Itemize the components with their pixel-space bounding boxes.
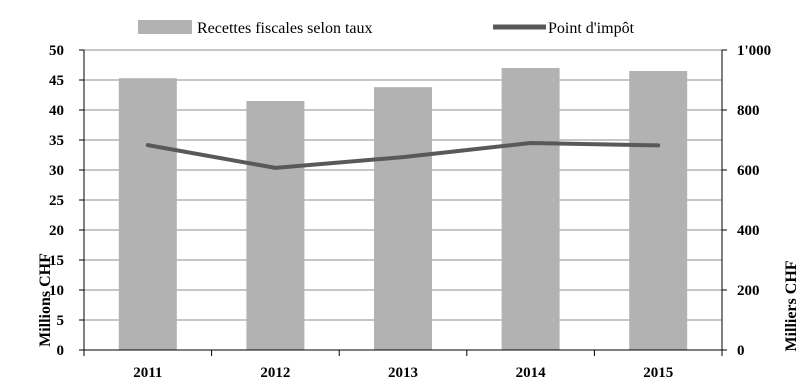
right-tick-label: 400 (737, 223, 760, 239)
line-point-2012 (273, 166, 277, 170)
line-series (145, 141, 661, 170)
bar-2012 (246, 101, 305, 350)
left-tick-label: 30 (49, 163, 64, 179)
right-axis-ticks: 0 200 400 600 800 1'000 (737, 43, 771, 359)
bar-2011 (118, 78, 177, 350)
x-tick-label: 2015 (643, 365, 673, 381)
left-axis-ticks: 0 5 10 15 20 25 30 35 40 45 50 (49, 43, 64, 359)
left-tick-label: 15 (49, 253, 64, 269)
left-tick-label: 5 (57, 313, 65, 329)
x-tick-label: 2014 (516, 365, 547, 381)
right-axis-title: Milliers CHF (783, 260, 800, 351)
legend-bar-label: Recettes fiscales selon taux (197, 20, 373, 37)
left-tick-label: 35 (49, 133, 64, 149)
axes (79, 49, 727, 356)
left-tick-label: 10 (49, 283, 64, 299)
x-tick-label: 2012 (260, 365, 290, 381)
right-tick-label: 800 (737, 103, 760, 119)
bar-2015 (629, 71, 688, 350)
left-tick-label: 40 (49, 103, 64, 119)
left-axis-title: Millions CHF (37, 253, 54, 347)
legend-bar-swatch (138, 20, 192, 34)
bar-2014 (501, 68, 560, 350)
left-tick-label: 25 (49, 193, 64, 209)
bar-series (118, 68, 688, 350)
left-tick-label: 45 (49, 73, 64, 89)
right-tick-label: 1'000 (737, 43, 771, 59)
x-tick-label: 2011 (133, 365, 162, 381)
legend-line-label: Point d'impôt (548, 20, 635, 37)
right-tick-label: 200 (737, 283, 760, 299)
right-tick-label: 0 (737, 343, 745, 359)
bar-2013 (374, 87, 432, 350)
line-point-2015 (656, 143, 660, 147)
left-tick-label: 50 (49, 43, 64, 59)
right-tick-label: 600 (737, 163, 760, 179)
x-tick-label: 2013 (388, 365, 418, 381)
line-point-2013 (401, 155, 405, 159)
left-tick-label: 20 (49, 223, 64, 239)
line-point-2014 (529, 141, 533, 145)
x-axis-ticks: 2011 2012 2013 2014 2015 (133, 365, 673, 381)
left-tick-label: 0 (57, 343, 65, 359)
line-point-2011 (146, 143, 150, 147)
legend: Recettes fiscales selon taux Point d'imp… (138, 20, 635, 37)
